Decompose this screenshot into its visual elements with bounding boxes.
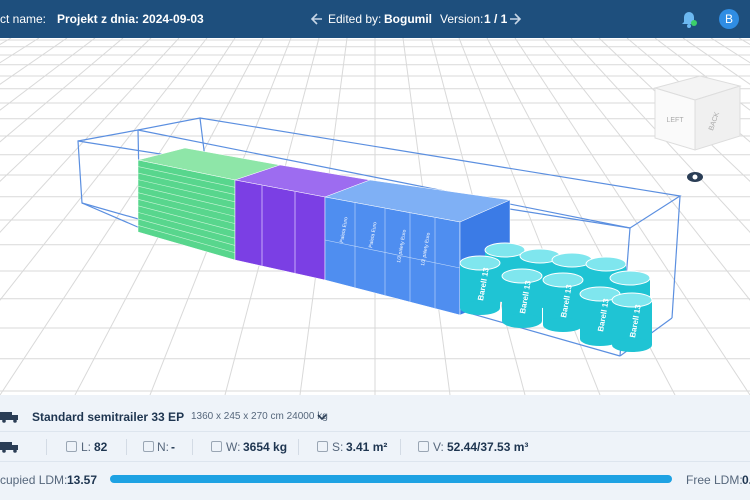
box-label: Paleta Euro	[339, 216, 349, 243]
stat-icon	[143, 441, 154, 452]
grid-line	[570, 38, 750, 233]
stat-label: L:	[81, 440, 92, 454]
stat-value: 3654 kg	[243, 440, 288, 454]
stat-value: 82	[94, 440, 108, 454]
stat-icon	[317, 441, 328, 452]
occupied-ldm: 13.57	[67, 473, 98, 487]
grid-line	[0, 38, 152, 183]
cargo-block	[234, 179, 326, 281]
barrel-top	[609, 270, 651, 286]
cargo-edge	[137, 192, 236, 217]
barrel-top	[459, 255, 501, 271]
grid-line	[0, 38, 124, 143]
stat-value: -	[171, 440, 175, 454]
grid-line	[0, 38, 40, 64]
stat-value: 3.41 m²	[346, 440, 388, 454]
notifications[interactable]	[680, 9, 698, 29]
barrel-bottom	[612, 338, 652, 352]
3d-viewport[interactable]: Paleta Euro Paleta Euro 1/2 palety Euro …	[0, 38, 750, 395]
grid-line	[0, 38, 236, 395]
cargo-edge	[137, 166, 236, 188]
undo-arrow[interactable]	[310, 12, 324, 26]
barrel-top	[611, 292, 653, 308]
vehicle-specs: 1360 x 245 x 270 cm 24000 kg	[191, 411, 328, 422]
separator	[400, 439, 401, 455]
bottom-panel: Standard semitrailer 33 EP 1360 x 245 x …	[0, 395, 750, 500]
stat-icon	[66, 441, 77, 452]
stat-icon	[211, 441, 222, 452]
cargo-edge	[137, 179, 236, 203]
stat-value: 52.44/37.53 m³	[447, 440, 529, 454]
edited-label: Edited by:	[328, 12, 382, 26]
barrel: Barell 13	[542, 272, 584, 332]
occupied-ldm-label: cupied LDM:	[0, 473, 68, 487]
box-label: 1/2 palety Euro	[396, 229, 408, 263]
stat-label: S:	[332, 440, 344, 454]
stat-label: W:	[226, 440, 241, 454]
cargo-edges	[324, 203, 461, 309]
barrel-bottom	[580, 332, 620, 346]
barrel-bottom	[543, 318, 583, 332]
barrel: Barell 13	[611, 292, 653, 352]
stat-icon	[418, 441, 429, 452]
truck-icon	[0, 442, 18, 453]
orientation-cube[interactable]: LEFT BACK	[653, 75, 742, 151]
grid-line	[514, 38, 750, 395]
grid-line	[738, 38, 750, 46]
cargo-edge	[137, 205, 236, 232]
truck-icon	[0, 412, 18, 423]
editor: Bogumil	[384, 12, 432, 26]
box-label: 1/2 palety Euro	[420, 232, 432, 266]
version: 1 / 1	[484, 12, 508, 26]
vehicle-row[interactable]: Standard semitrailer 33 EP 1360 x 245 x …	[0, 403, 750, 432]
visibility-toggle[interactable]	[687, 172, 703, 182]
grid-line	[542, 38, 750, 301]
free-ldm-label: Free LDM:	[686, 473, 743, 487]
box-label: Paleta Euro	[368, 221, 378, 248]
project-label: ct name:	[0, 12, 47, 26]
separator	[126, 439, 127, 455]
free-ldm: 0.	[742, 473, 750, 487]
vehicle-name: Standard semitrailer 33 EP	[32, 410, 185, 424]
cargo-edge	[137, 212, 236, 239]
barrel-bottom	[502, 314, 542, 328]
barrel-top	[501, 268, 543, 284]
barrel-top	[585, 256, 627, 272]
grid-line	[0, 38, 180, 233]
avatar-initial: B	[725, 12, 733, 26]
separator	[46, 439, 47, 455]
separator	[298, 439, 299, 455]
redo-arrow[interactable]	[508, 12, 522, 26]
dropdown-chevron[interactable]	[317, 413, 327, 421]
cargo-edge	[137, 185, 236, 210]
cube-face: LEFT	[666, 117, 684, 124]
barrel-bottom	[460, 301, 500, 315]
stats-row: L: 82 N: - W: 3654 kg S: 3.41 m² V: 52.4…	[0, 433, 750, 462]
cargo-edge	[137, 218, 236, 246]
top-bar: ct name: Projekt z dnia: 2024-09-03 Edit…	[0, 0, 750, 38]
version-label: Version:	[440, 12, 484, 26]
stat-label: V:	[433, 440, 444, 454]
separator	[192, 439, 193, 455]
ldm-row: cupied LDM: 13.57 Free LDM: 0.	[0, 465, 750, 493]
barrel-top	[542, 272, 584, 288]
grid-line	[0, 38, 208, 301]
project-name[interactable]: Projekt z dnia: 2024-09-03	[57, 12, 204, 26]
cargo-edge	[137, 198, 236, 224]
grid-line	[458, 38, 601, 395]
stat-label: N:	[157, 440, 169, 454]
barrel: Barell 13	[459, 255, 501, 315]
ldm-progress-bar	[110, 475, 672, 483]
barrel-top	[484, 242, 526, 258]
cargo-edge	[137, 172, 236, 195]
cargo-edge	[137, 225, 236, 254]
grid-line	[0, 38, 12, 46]
avatar[interactable]: B	[718, 8, 740, 30]
barrel: Barell 13	[501, 268, 543, 328]
grid-line	[0, 38, 68, 85]
grid-line	[0, 38, 96, 111]
